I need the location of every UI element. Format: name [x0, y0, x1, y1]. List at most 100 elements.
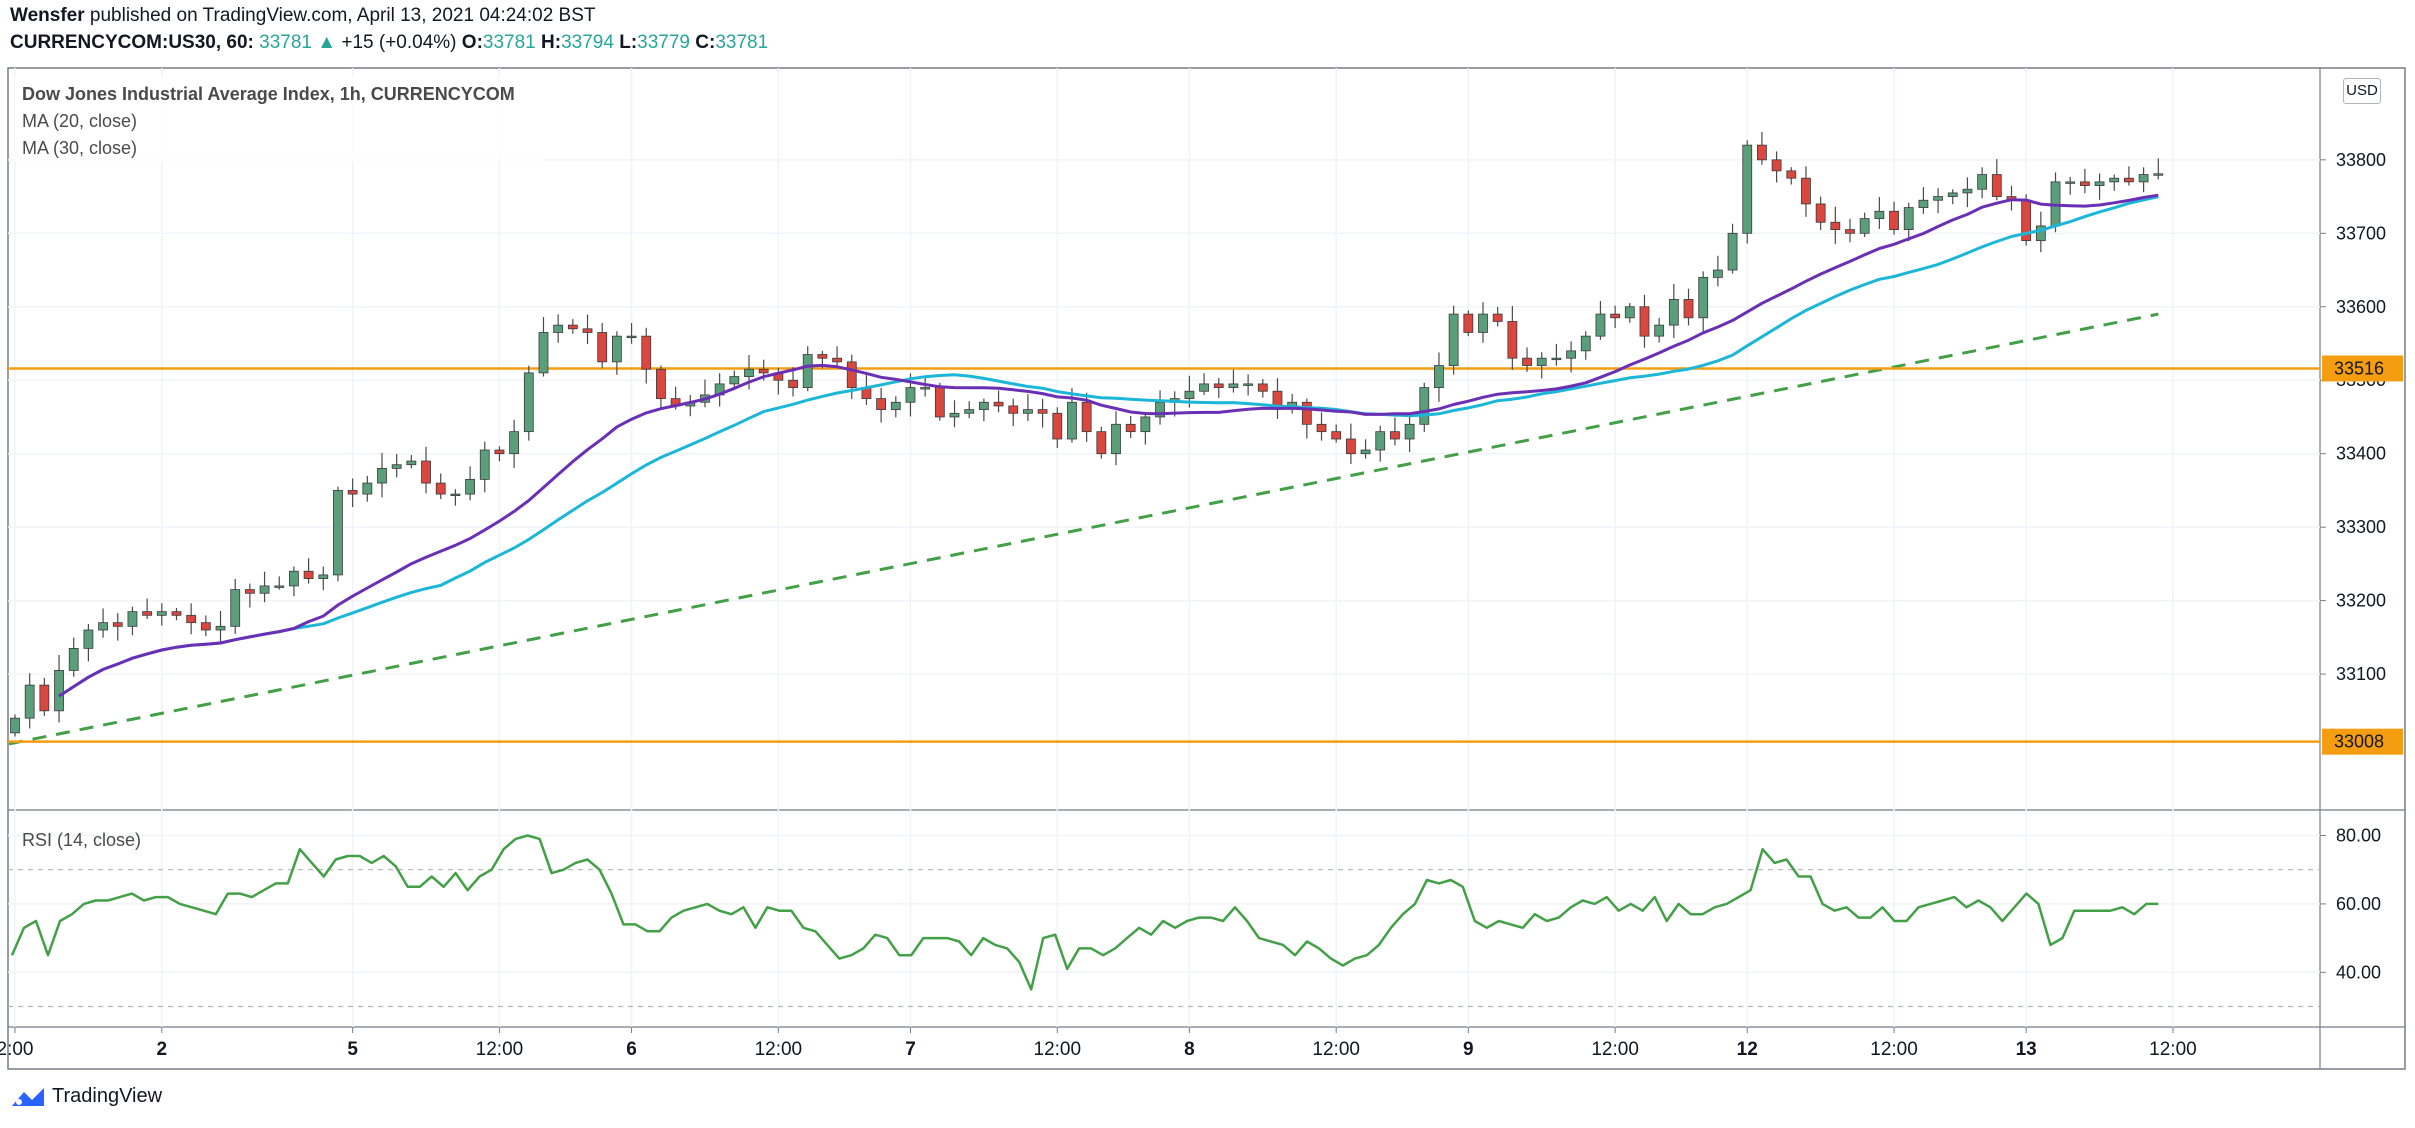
- candle-body: [1859, 218, 1870, 234]
- candle: [2138, 167, 2149, 193]
- candle-body: [817, 354, 828, 359]
- candle: [10, 714, 20, 737]
- candle: [523, 365, 534, 441]
- high-value: 33794: [561, 32, 614, 53]
- candle-body: [1624, 306, 1635, 319]
- candle: [1742, 140, 1753, 244]
- candle-body: [1654, 324, 1665, 337]
- candle-body: [1536, 357, 1547, 366]
- y-tick-label: 33700: [2336, 223, 2386, 243]
- author-name[interactable]: Wensfer: [10, 5, 85, 26]
- y-tick-label: 33100: [2336, 664, 2386, 684]
- candle-body: [2109, 177, 2120, 183]
- candle-body: [1962, 188, 1973, 194]
- candle: [362, 475, 373, 502]
- candle: [1639, 294, 1650, 348]
- candle: [656, 365, 666, 408]
- candle: [1023, 394, 1033, 421]
- candle: [1551, 343, 1562, 366]
- candle-body: [1580, 335, 1591, 352]
- candle-body: [1301, 401, 1312, 425]
- candle: [1213, 377, 1224, 398]
- candle-body: [1801, 177, 1811, 205]
- candle-body: [729, 376, 740, 385]
- footer-brand[interactable]: TradingView: [10, 1085, 162, 1108]
- candle-body: [890, 401, 901, 411]
- tradingview-logo-icon: [12, 1087, 44, 1106]
- candle: [244, 583, 255, 608]
- open-label: O:: [461, 32, 483, 53]
- candle-body: [450, 493, 461, 496]
- candle-body: [1272, 390, 1283, 407]
- candle-body: [142, 611, 153, 616]
- ma20-line: [58, 193, 2159, 698]
- candle: [538, 317, 549, 377]
- close-label: C:: [695, 32, 716, 53]
- candle: [1889, 201, 1899, 235]
- candle: [435, 473, 446, 500]
- candle-body: [1610, 313, 1621, 319]
- candle: [1478, 302, 1488, 343]
- candle-body: [1478, 313, 1488, 333]
- candle-body: [1786, 170, 1797, 179]
- candle: [1140, 413, 1151, 445]
- x-tick-label: 12:00: [755, 1039, 803, 1060]
- candle: [1522, 347, 1532, 372]
- rsi-tick-label: 80.00: [2336, 826, 2381, 846]
- candle-body: [1771, 159, 1782, 172]
- ma30-legend: MA (30, close): [22, 138, 137, 158]
- candle-body: [362, 482, 373, 495]
- candle: [1287, 393, 1298, 414]
- x-tick-label: 12:00: [2149, 1039, 2197, 1060]
- level-price-label: 33516: [2334, 358, 2384, 378]
- rsi-line: [10, 834, 2159, 991]
- candle-body: [1023, 409, 1033, 414]
- candle-body: [479, 449, 490, 480]
- candle: [171, 607, 182, 621]
- candle-body: [230, 589, 241, 627]
- candle-body: [1830, 221, 1841, 231]
- candle-body: [993, 401, 1004, 407]
- candle: [1375, 425, 1386, 462]
- candle: [1052, 407, 1063, 448]
- x-tick-label: 13: [2016, 1039, 2037, 1060]
- candle: [2079, 168, 2090, 194]
- publish-info: Wensfer published on TradingView.com, Ap…: [10, 5, 596, 27]
- candle: [2124, 166, 2134, 186]
- candle-body: [597, 332, 608, 363]
- candle-body: [1155, 401, 1165, 418]
- candle: [582, 314, 593, 345]
- candle: [2153, 158, 2164, 180]
- candle-body: [1742, 144, 1753, 234]
- candle: [1492, 306, 1503, 327]
- candle-body: [964, 409, 975, 414]
- candle: [1507, 306, 1518, 370]
- candle: [39, 677, 50, 716]
- candle: [1624, 303, 1635, 323]
- candle-body: [978, 401, 989, 411]
- currency-badge[interactable]: USD: [2343, 78, 2381, 104]
- candle-body: [112, 622, 123, 627]
- candle-body: [465, 479, 475, 495]
- candle-body: [318, 574, 329, 579]
- candle-body: [2035, 225, 2046, 242]
- candle-body: [377, 467, 387, 484]
- candle-body: [1991, 174, 2002, 197]
- candle-body: [1977, 174, 1988, 190]
- candle: [391, 453, 402, 478]
- candle-body: [1419, 387, 1430, 425]
- candle: [1757, 132, 1767, 165]
- candle-body: [2138, 174, 2149, 183]
- candle: [641, 327, 652, 384]
- candle: [421, 446, 431, 494]
- candle: [303, 558, 314, 584]
- x-tick-label: 12:00: [1870, 1039, 1918, 1060]
- candle-body: [832, 357, 842, 363]
- last-price: 33781: [259, 32, 312, 53]
- y-tick-label: 33200: [2336, 591, 2386, 611]
- candle-body: [1566, 350, 1576, 359]
- candle: [1668, 283, 1679, 339]
- candle: [1125, 415, 1136, 438]
- candle-body: [435, 482, 446, 495]
